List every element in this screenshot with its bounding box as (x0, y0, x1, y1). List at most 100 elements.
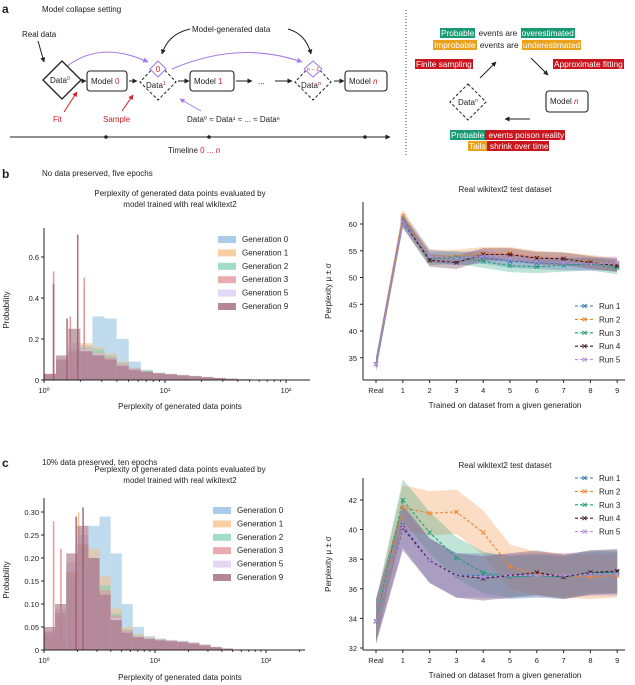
histogram-bar (128, 369, 141, 380)
y-tick-label: 0 (35, 646, 39, 655)
legend-label: Generation 2 (237, 533, 284, 542)
y-tick-label: 0.30 (24, 508, 39, 517)
std-band (376, 502, 618, 644)
histogram-spike (75, 516, 77, 650)
std-band (376, 504, 618, 644)
x-axis-label: Perplexity of generated data points (118, 673, 242, 682)
std-band (376, 212, 618, 371)
cycle-line-1: Probable events are overestimated (440, 28, 575, 38)
histogram-bar (92, 355, 105, 380)
histogram-bar (189, 376, 202, 380)
data-point-marker (427, 258, 432, 263)
timeline-label: Timeline 0 ... n (168, 146, 221, 155)
series-line (375, 526, 618, 622)
x-tick-label: 8 (588, 656, 592, 665)
legend-swatch (218, 249, 236, 257)
data-point-marker (507, 564, 513, 569)
histogram-bar (166, 641, 178, 650)
legend-marker (582, 515, 587, 521)
data-point-marker (534, 573, 540, 578)
legend-label: Generation 3 (237, 546, 284, 555)
line-chart-3: Real wikitext2 test dataset323436384042R… (324, 461, 625, 680)
sample-arrow (121, 94, 134, 112)
charts: Perplexity of generated data points eval… (2, 185, 625, 682)
data-point-marker (480, 530, 486, 535)
model-generated-arrow-2 (287, 28, 313, 55)
legend-label: Generation 0 (242, 235, 289, 244)
legend-marker (582, 502, 587, 508)
x-tick-label: 5 (508, 656, 512, 665)
x-tick-label: 1 (401, 656, 405, 665)
series-line (375, 220, 618, 365)
histogram-bar (55, 604, 67, 650)
cycle-arrow-2 (530, 57, 549, 76)
highlight-segment: Probable (440, 28, 476, 38)
timeline-dot (363, 135, 367, 139)
legend-marker (582, 489, 587, 494)
legend-swatch (213, 533, 231, 541)
legend-swatch (218, 276, 236, 284)
highlight-segment: shrink over time (486, 141, 550, 151)
y-tick-label: 40 (349, 526, 357, 535)
y-axis-label: Perplexity μ ± σ (324, 263, 333, 319)
purple-curve-2 (171, 51, 303, 70)
legend-swatch (218, 236, 236, 243)
inner-label-0: 0 (156, 65, 161, 74)
data-point-marker (373, 361, 379, 367)
model-generated-arrow-1 (160, 28, 191, 55)
model1-box (189, 70, 235, 92)
approx-eq-arrow (179, 98, 202, 112)
y-tick-label: 35 (349, 354, 357, 363)
approx-eq-label: Data⁰ ≈ Data¹ ≈ ... ≈ Dataⁿ (187, 115, 280, 124)
legend-swatch (213, 520, 231, 528)
series-line (375, 506, 618, 622)
x-axis-label: Trained on dataset from a given generati… (429, 671, 582, 680)
series-line (375, 525, 618, 622)
legend-marker (582, 330, 587, 336)
std-band (376, 209, 618, 371)
legend-label: Generation 9 (242, 302, 289, 311)
panel-b-title: No data preserved, five epochs (42, 169, 153, 178)
modeln-label: Model n (349, 77, 378, 86)
panel-a-title: Model collapse setting (42, 5, 121, 14)
cycle-line-3: Probable events poison reality (450, 130, 566, 140)
data-point-marker (588, 571, 593, 577)
histogram-bar (116, 365, 129, 380)
data-point-marker (507, 256, 513, 262)
y-tick-label: 40 (349, 327, 357, 336)
histogram-bar (110, 553, 122, 650)
legend-label: Generation 0 (237, 506, 284, 515)
x-tick-label: 3 (454, 386, 458, 395)
histogram-spike (52, 283, 55, 380)
panel-letter-c: c (2, 456, 9, 470)
x-tick-label: 1 (401, 386, 405, 395)
chart-title: Perplexity of generated data points eval… (94, 465, 265, 474)
x-tick-label: 6 (535, 386, 539, 395)
fit-label: Fit (53, 115, 63, 124)
legend-swatch (213, 547, 231, 555)
x-tick-label: 8 (588, 386, 592, 395)
std-band (376, 214, 618, 371)
cycle-model-label: Model n (550, 97, 579, 106)
legend-swatch (213, 560, 231, 568)
legend-label: Generation 9 (237, 573, 284, 582)
cycle-line-2: Improbable events are underestimated (433, 40, 582, 50)
y-tick-label: 0.25 (24, 531, 39, 540)
data1-label: Data1 (146, 81, 166, 90)
fit-arrow (63, 91, 78, 113)
x-tick-label: 10² (281, 386, 292, 395)
data-point-marker (507, 263, 513, 269)
legend-marker (582, 317, 587, 322)
x-tick-label: 9 (615, 386, 619, 395)
purple-curve-1 (65, 51, 149, 68)
data-point-marker (588, 261, 593, 267)
histogram-bar (43, 373, 57, 380)
data-point-marker (400, 524, 406, 529)
cycle-model-box (545, 90, 589, 113)
legend-swatch (213, 507, 231, 514)
highlight-segment: Tails (468, 141, 487, 151)
data-point-marker (534, 259, 540, 264)
panel-c-title: 10% data preserved, ten epochs (42, 458, 157, 467)
x-tick-label: 10⁰ (38, 386, 49, 395)
